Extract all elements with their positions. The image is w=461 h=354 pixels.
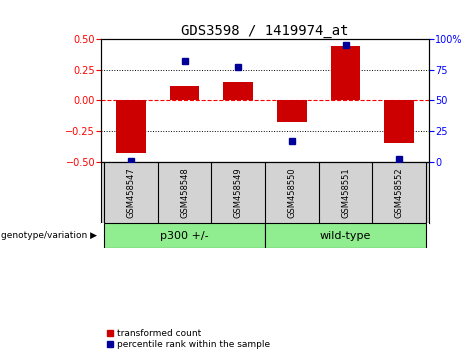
Text: GSM458552: GSM458552 [395, 167, 404, 218]
Bar [277, 101, 307, 122]
Bar [116, 101, 146, 153]
Text: GSM458549: GSM458549 [234, 167, 243, 218]
Legend: transformed count, percentile rank within the sample: transformed count, percentile rank withi… [106, 329, 270, 349]
Text: p300 +/-: p300 +/- [160, 230, 209, 240]
Text: genotype/variation ▶: genotype/variation ▶ [1, 231, 97, 240]
Text: GSM458550: GSM458550 [287, 167, 296, 218]
Bar [170, 86, 199, 101]
Bar [265, 223, 426, 248]
Bar [224, 82, 253, 101]
Bar [104, 223, 265, 248]
Text: GSM458548: GSM458548 [180, 167, 189, 218]
Text: wild-type: wild-type [320, 230, 371, 240]
Bar [331, 46, 361, 101]
Text: GSM458551: GSM458551 [341, 167, 350, 218]
Text: GSM458547: GSM458547 [126, 167, 136, 218]
Bar [384, 101, 414, 143]
Title: GDS3598 / 1419974_at: GDS3598 / 1419974_at [181, 24, 349, 38]
